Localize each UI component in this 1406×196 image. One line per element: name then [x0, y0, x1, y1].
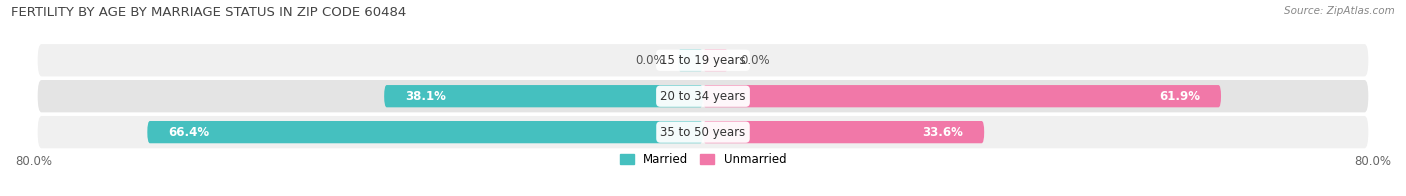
FancyBboxPatch shape: [38, 116, 1368, 148]
Text: 0.0%: 0.0%: [741, 54, 770, 67]
Text: 61.9%: 61.9%: [1159, 90, 1201, 103]
FancyBboxPatch shape: [678, 49, 703, 71]
Legend: Married, Unmarried: Married, Unmarried: [620, 153, 786, 166]
FancyBboxPatch shape: [38, 80, 1368, 112]
Text: Source: ZipAtlas.com: Source: ZipAtlas.com: [1284, 6, 1395, 16]
Text: 33.6%: 33.6%: [922, 126, 963, 139]
FancyBboxPatch shape: [38, 44, 1368, 76]
FancyBboxPatch shape: [703, 85, 1220, 107]
Text: 38.1%: 38.1%: [405, 90, 446, 103]
FancyBboxPatch shape: [384, 85, 703, 107]
FancyBboxPatch shape: [703, 49, 728, 71]
Text: 0.0%: 0.0%: [636, 54, 665, 67]
FancyBboxPatch shape: [148, 121, 703, 143]
Text: 35 to 50 years: 35 to 50 years: [661, 126, 745, 139]
Text: 20 to 34 years: 20 to 34 years: [661, 90, 745, 103]
Text: 66.4%: 66.4%: [169, 126, 209, 139]
FancyBboxPatch shape: [703, 121, 984, 143]
Text: FERTILITY BY AGE BY MARRIAGE STATUS IN ZIP CODE 60484: FERTILITY BY AGE BY MARRIAGE STATUS IN Z…: [11, 6, 406, 19]
Text: 15 to 19 years: 15 to 19 years: [661, 54, 745, 67]
